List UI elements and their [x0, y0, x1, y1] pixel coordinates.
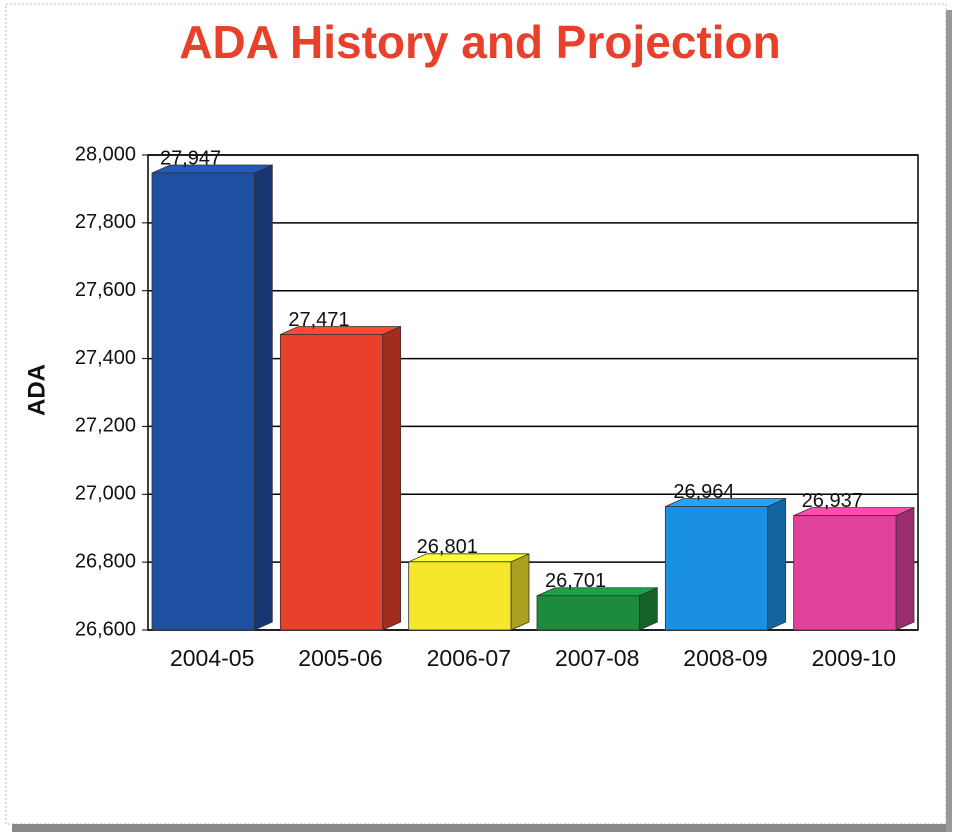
- value-label: 27,471: [288, 309, 349, 331]
- x-tick-label: 2009-10: [812, 645, 896, 671]
- bar-side: [253, 164, 273, 631]
- bar: [536, 595, 640, 631]
- y-tick-label: 27,400: [75, 347, 136, 369]
- bar-side: [767, 497, 787, 631]
- plot-area: [147, 154, 919, 631]
- bar: [279, 334, 384, 631]
- bar-side: [382, 325, 402, 631]
- bar-side: [895, 507, 915, 631]
- value-label: 26,701: [545, 570, 606, 592]
- value-label: 27,947: [160, 147, 221, 169]
- bar: [408, 561, 512, 631]
- value-label: 26,801: [417, 536, 478, 558]
- x-tick-label: 2006-07: [427, 645, 511, 671]
- frame-shadow: [12, 824, 950, 832]
- value-label: 26,964: [673, 481, 734, 503]
- x-tick-label: 2004-05: [170, 645, 254, 671]
- y-tick-label: 27,200: [75, 415, 136, 437]
- y-tick-label: 27,800: [75, 211, 136, 233]
- value-label: 26,937: [802, 490, 863, 512]
- bar: [664, 506, 769, 631]
- x-tick-label: 2005-06: [298, 645, 382, 671]
- x-tick-label: 2007-08: [555, 645, 639, 671]
- y-axis-label: ADA: [23, 364, 50, 416]
- bar-side: [510, 553, 530, 631]
- y-tick-label: 26,600: [75, 618, 136, 640]
- bar: [793, 515, 897, 631]
- x-tick-label: 2008-09: [683, 645, 767, 671]
- chart-title: ADA History and Projection: [179, 16, 780, 68]
- bar: [151, 172, 255, 631]
- frame-shadow: [946, 10, 952, 832]
- y-tick-label: 27,600: [75, 279, 136, 301]
- y-tick-label: 27,000: [75, 483, 136, 505]
- y-tick-label: 28,000: [75, 143, 136, 165]
- y-tick-label: 26,800: [75, 550, 136, 572]
